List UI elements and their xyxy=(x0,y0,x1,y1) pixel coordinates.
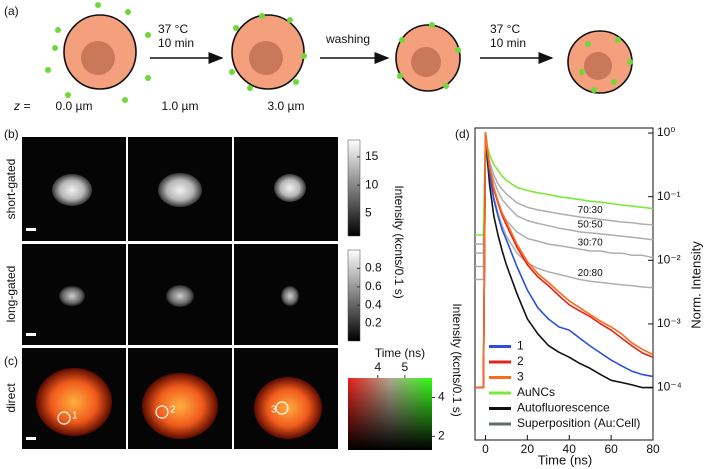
decay-curve xyxy=(475,132,654,389)
colorbar xyxy=(347,139,361,237)
x-tick-label: 40 xyxy=(563,442,577,456)
x-tick-label: 20 xyxy=(521,442,535,456)
plot-frame xyxy=(474,127,654,441)
legend-label: 2 xyxy=(517,354,524,368)
legend-label: Autofluorescence xyxy=(517,401,610,415)
step-text: 37 °C xyxy=(158,22,188,36)
decay-curve xyxy=(475,132,654,389)
y-tick-label: 10⁻⁴ xyxy=(657,380,682,394)
colormap-tick-label: 4 xyxy=(438,390,445,404)
colorbar xyxy=(347,249,361,342)
colorbar-tick-label: 5 xyxy=(365,206,372,220)
colorbar-label: Intensity (kcnts/0.1 s) xyxy=(392,185,406,298)
colormap-x-label: Time (ns) xyxy=(375,346,425,360)
colorbar-tick-label: 0.4 xyxy=(365,297,382,311)
colormap-tick-label: 2 xyxy=(438,429,445,443)
curve-label: 20:80 xyxy=(578,268,603,279)
decay-curve xyxy=(475,132,654,389)
column-header: 3.0 µm xyxy=(268,99,305,113)
z-label: z = xyxy=(13,99,30,113)
colormap-tick-label: 4 xyxy=(374,360,381,374)
step-text: 10 min xyxy=(490,36,526,50)
curve-label: 30:70 xyxy=(578,238,603,249)
y-axis-label: Norm. Intensity xyxy=(688,241,703,329)
superposition-curve xyxy=(475,132,654,254)
panel-label: (c) xyxy=(4,354,18,368)
microscopy-tiles xyxy=(22,137,338,449)
y-tick-label: 10⁻² xyxy=(657,252,681,266)
step-text: washing xyxy=(325,32,370,46)
row-label: direct xyxy=(4,383,18,413)
step-text: 10 min xyxy=(158,36,194,50)
colorbar-tick-label: 15 xyxy=(365,149,379,163)
colorbar-tick-label: 10 xyxy=(365,177,379,191)
row-label: long-gated xyxy=(4,266,18,323)
colorbar-tick-label: 0.2 xyxy=(365,316,382,330)
panel-label: (d) xyxy=(455,127,470,141)
panel-label: (a) xyxy=(4,4,19,18)
nanoclusters xyxy=(45,2,633,103)
x-tick-label: 80 xyxy=(646,442,660,456)
x-tick-label: 60 xyxy=(604,442,618,456)
x-tick-label: 0 xyxy=(482,442,489,456)
legend-label: AuNCs xyxy=(517,385,555,399)
colormap-y-label: Intensity (kcnts/0.1 s) xyxy=(450,303,464,416)
colorbar-tick-label: 0.6 xyxy=(365,279,382,293)
curve-label: 50:50 xyxy=(578,219,603,230)
legend-label: 3 xyxy=(517,370,524,384)
x-axis-label: Time (ns) xyxy=(538,452,592,467)
colorbar-tick-label: 0.8 xyxy=(365,261,382,275)
colormap-tick-label: 5 xyxy=(402,360,409,374)
cell-illustrations xyxy=(63,14,633,94)
y-tick-label: 10⁻¹ xyxy=(657,189,681,203)
spot-label: 1 xyxy=(72,411,78,422)
colormap-2d xyxy=(348,378,432,450)
decay-curve xyxy=(475,132,654,236)
legend-label: 1 xyxy=(517,339,524,353)
y-tick-label: 10⁻³ xyxy=(657,316,681,330)
column-header: 0.0 µm xyxy=(56,99,93,113)
decay-curve xyxy=(475,132,653,389)
step-text: 37 °C xyxy=(490,22,520,36)
column-header: 1.0 µm xyxy=(162,99,199,113)
panel-label: (b) xyxy=(4,127,19,141)
y-tick-label: 10⁰ xyxy=(657,125,675,139)
legend-label: Superposition (Au:Cell) xyxy=(517,416,640,430)
curve-label: 70:30 xyxy=(578,205,603,216)
spot-label: 3 xyxy=(271,405,277,416)
spot-label: 2 xyxy=(170,405,176,416)
row-label: short-gated xyxy=(4,159,18,220)
